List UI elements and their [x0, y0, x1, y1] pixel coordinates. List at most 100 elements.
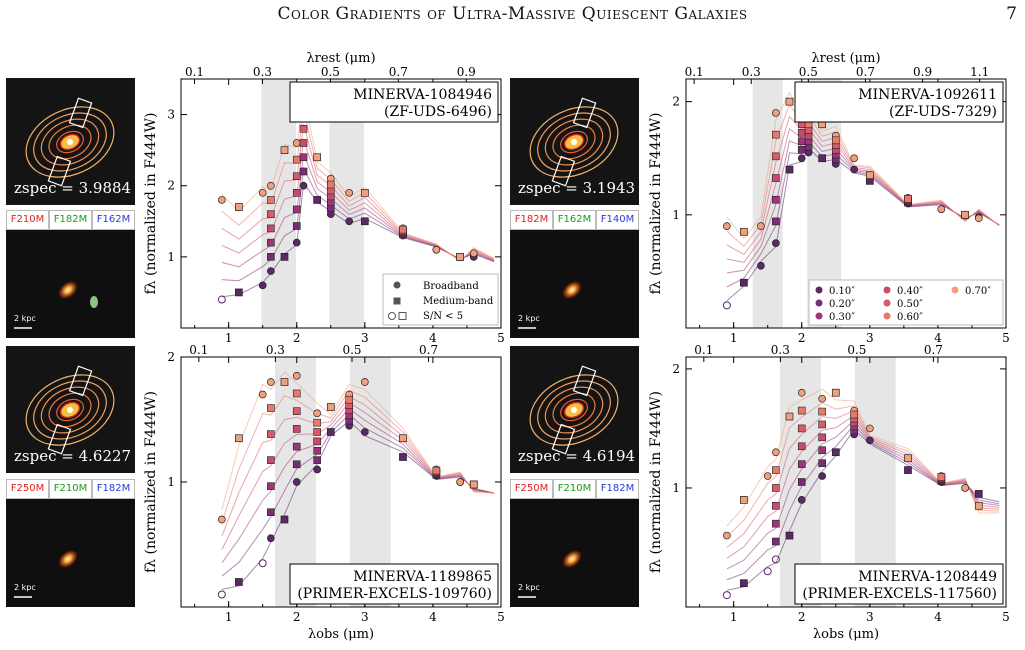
data-point — [292, 155, 301, 164]
filter-chip: F210M — [49, 479, 92, 499]
data-point — [345, 395, 353, 404]
legend-label: 0.50″ — [897, 299, 923, 310]
x-tick-label: 2 — [798, 331, 806, 345]
data-point — [850, 154, 859, 163]
data-point — [292, 139, 301, 147]
rest-tick-label: 0.5 — [847, 343, 866, 357]
data-point — [937, 205, 946, 214]
data-point — [313, 153, 322, 162]
data-point — [267, 456, 275, 464]
data-point — [235, 578, 243, 586]
data-point — [399, 453, 407, 461]
legend-label: S/N < 5 — [423, 311, 463, 322]
filter-chip: F250M — [6, 479, 49, 499]
data-point — [722, 591, 731, 600]
rest-tick-label: 0.3 — [253, 65, 272, 79]
rest-tick-label: 0.1 — [185, 65, 204, 79]
redshift-value: 3.9884 — [78, 179, 132, 197]
data-point — [831, 136, 840, 145]
redshift-prefix: zspec = — [518, 179, 583, 197]
data-point — [267, 534, 275, 543]
data-point — [818, 420, 826, 429]
data-point — [292, 238, 301, 247]
data-point — [360, 378, 369, 386]
y-tick-label: 1 — [672, 481, 680, 495]
data-point — [797, 388, 806, 397]
data-point — [313, 437, 321, 446]
model-spectrum-line — [726, 414, 1000, 559]
model-spectrum-line — [726, 388, 1000, 527]
data-point — [797, 496, 806, 504]
y-tick-label: 1 — [672, 208, 680, 222]
redshift-label: zspec = 4.6194 — [518, 447, 635, 465]
data-point — [399, 434, 407, 443]
data-point — [267, 253, 275, 261]
x-tick-label: 3 — [866, 331, 874, 345]
model-spectrum-line — [726, 409, 1000, 548]
data-point — [267, 181, 275, 190]
data-point — [818, 154, 827, 163]
x-tick-label: 5 — [497, 331, 505, 345]
data-point — [313, 418, 321, 427]
y-tick-label: 1 — [167, 475, 175, 489]
data-point — [235, 434, 243, 443]
filter-chip: F250M — [510, 479, 553, 499]
rest-tick-label: 0.7 — [924, 343, 943, 357]
x-tick-label: 2 — [798, 610, 806, 624]
data-point — [456, 253, 464, 261]
data-point — [360, 217, 369, 226]
scale-bar-label: 2 kpc — [14, 583, 36, 592]
data-point — [217, 590, 226, 599]
data-point — [292, 222, 301, 230]
redshift-label: zspec = 4.6227 — [14, 447, 131, 465]
galaxy-name: MINERVA-1092611 — [858, 87, 997, 103]
data-point — [771, 555, 780, 564]
data-point — [772, 152, 780, 161]
x-tick-label: 1 — [730, 610, 738, 624]
scale-bar-label: 2 kpc — [14, 314, 36, 323]
data-point — [772, 195, 780, 204]
y-axis-label: fλ (normalized in F444W) — [143, 391, 159, 573]
x-tick-label: 1 — [225, 610, 233, 624]
legend-label: Medium-band — [423, 296, 494, 307]
data-point — [326, 403, 335, 411]
top-axis-label: λrest (μm) — [811, 51, 880, 66]
y-tick-label: 3 — [167, 108, 175, 122]
data-point — [280, 378, 289, 386]
data-point — [763, 567, 772, 576]
rest-tick-label: 0.5 — [799, 65, 818, 79]
filter-chip: F210M — [553, 479, 596, 499]
model-spectrum-line — [726, 419, 1000, 570]
redshift-label: zspec = 3.1943 — [518, 179, 635, 197]
galaxy-contour-thumbnail — [510, 78, 639, 205]
x-tick-label: 2 — [293, 331, 301, 345]
data-point — [740, 227, 748, 236]
data-point — [865, 424, 874, 433]
data-point — [313, 428, 321, 436]
x-tick-label: 1 — [225, 331, 233, 345]
data-point — [360, 188, 369, 197]
sed-plot-1: 1 2 3 4 5 1 2 3 0.1 0.3 0.5 0.7 0.9 fλ (normalized in… — [143, 51, 505, 345]
data-point — [267, 508, 275, 517]
galaxy-contour-thumbnail — [6, 78, 135, 205]
data-point — [469, 480, 478, 489]
redshift-value: 4.6194 — [582, 447, 636, 465]
data-point — [299, 167, 308, 176]
data-point — [313, 409, 322, 418]
rest-tick-label: 0.5 — [342, 343, 361, 357]
data-point — [772, 466, 780, 474]
data-point — [797, 442, 806, 451]
page-number: 7 — [1006, 4, 1017, 24]
legend-label: Broadband — [423, 281, 479, 292]
data-point — [218, 196, 226, 204]
data-point — [267, 196, 275, 204]
data-point — [292, 189, 301, 197]
filter-chip: F210M — [6, 210, 49, 230]
data-point — [258, 188, 267, 197]
top-axis-label: λrest (μm) — [306, 51, 375, 66]
data-point — [974, 501, 983, 510]
data-point — [740, 496, 748, 504]
data-point — [772, 484, 780, 492]
data-point — [267, 378, 275, 386]
x-tick-label: 4 — [429, 610, 437, 624]
